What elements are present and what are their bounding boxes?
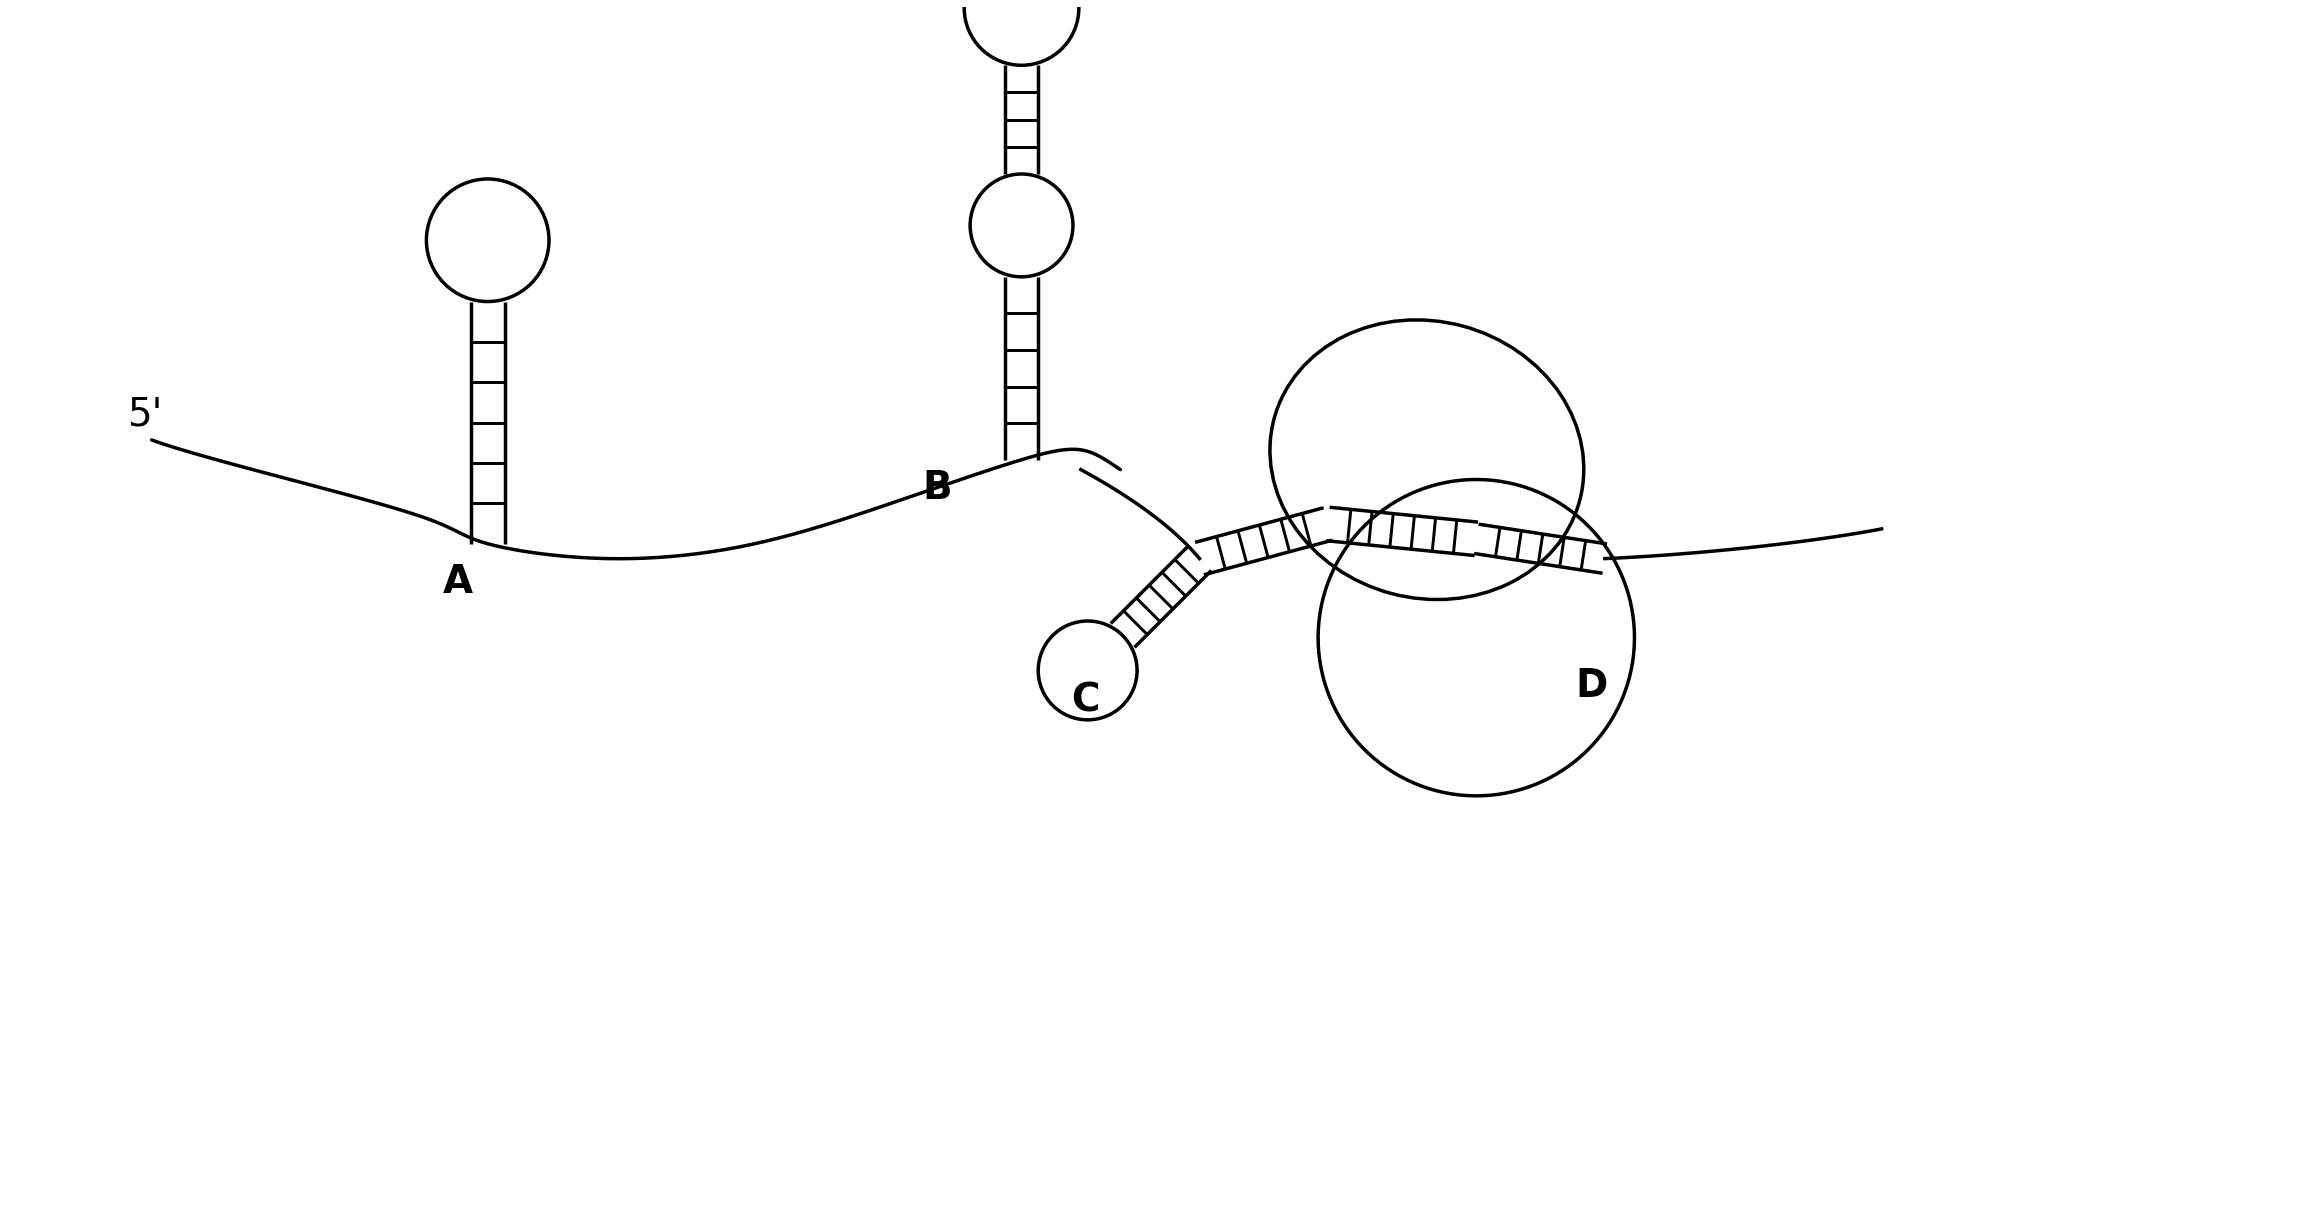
Text: A: A: [444, 563, 474, 602]
Text: D: D: [1575, 667, 1608, 705]
Text: 5': 5': [127, 395, 162, 434]
Text: B: B: [922, 469, 952, 507]
Text: C: C: [1072, 682, 1100, 720]
